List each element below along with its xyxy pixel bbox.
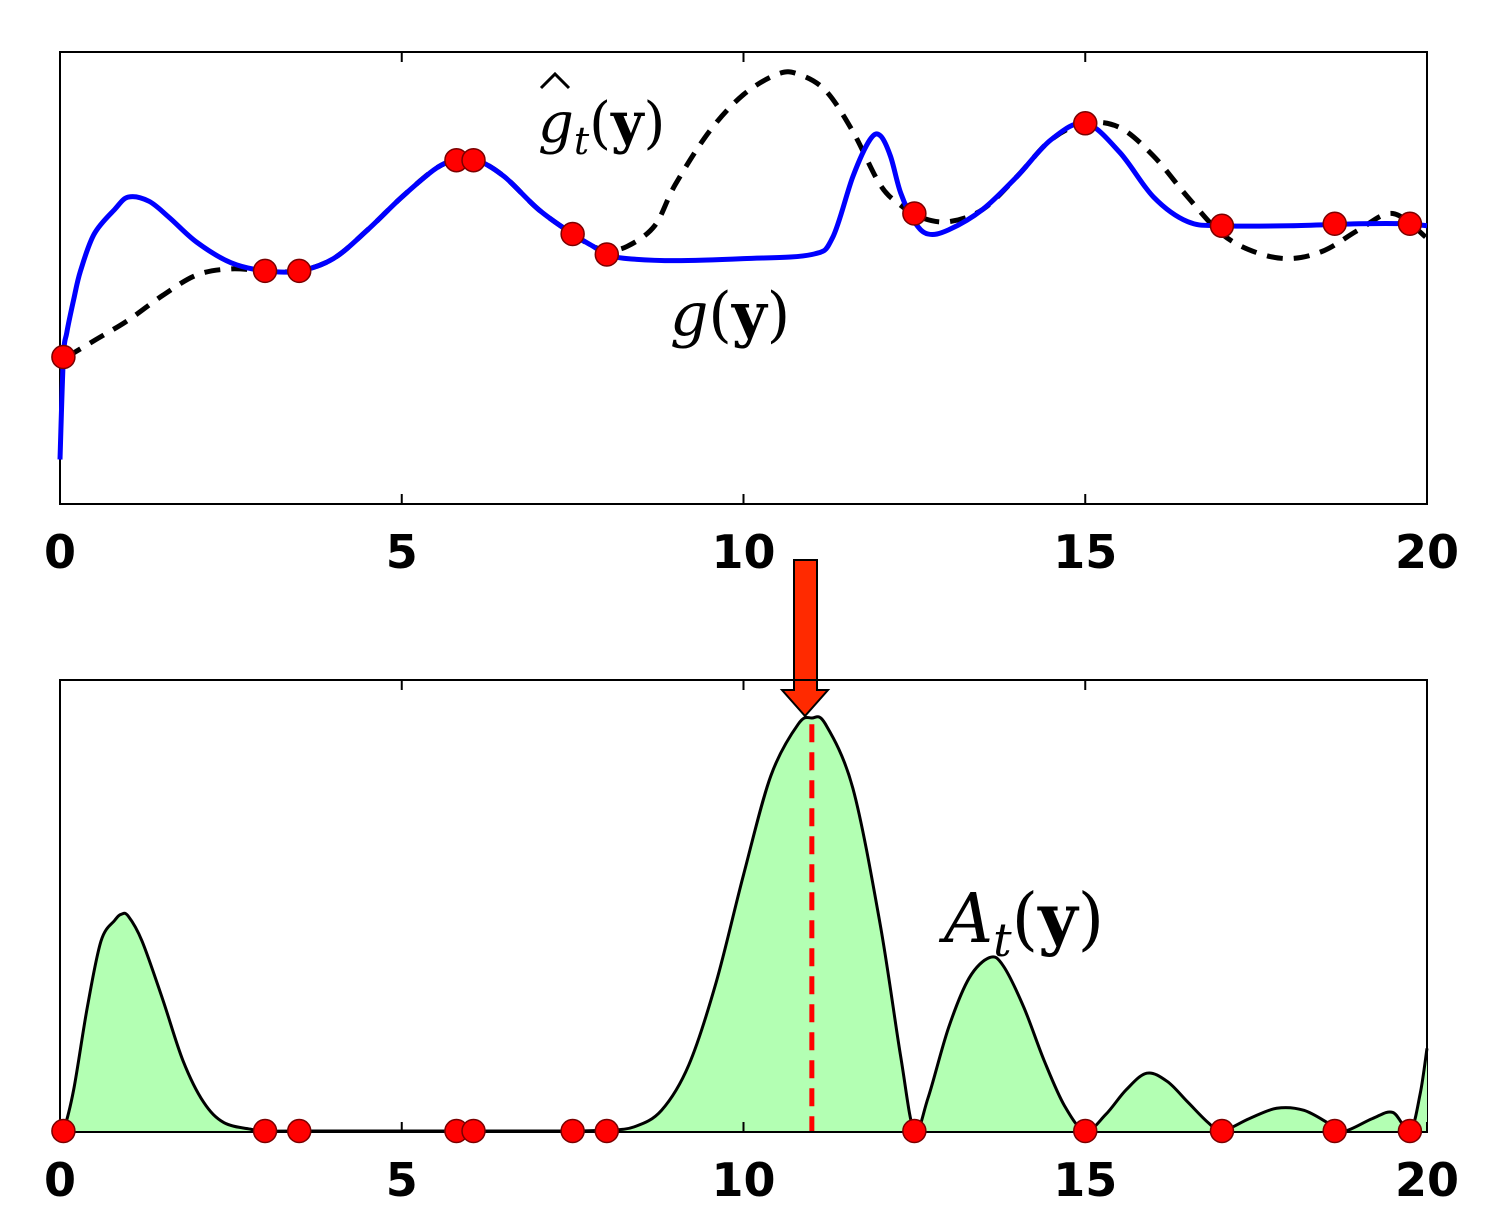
top-x-tick-label: 15 bbox=[1053, 525, 1117, 579]
observation-point bbox=[1073, 111, 1098, 136]
acquisition-label: At(y) bbox=[938, 879, 1104, 967]
bottom-x-tick-label: 10 bbox=[711, 1153, 775, 1207]
observation-point bbox=[902, 1118, 927, 1144]
top-x-tick-label: 5 bbox=[386, 525, 418, 579]
observation-point bbox=[1322, 1118, 1347, 1144]
g-hat-label: gt(y) bbox=[538, 90, 665, 163]
observation-point bbox=[1209, 213, 1235, 239]
observation-point bbox=[560, 221, 585, 247]
observation-point bbox=[286, 258, 312, 284]
observation-point bbox=[286, 1118, 312, 1144]
observation-point bbox=[1322, 211, 1347, 236]
top-x-tick-labels: 0 5 10 15 20 bbox=[44, 525, 1459, 579]
bottom-x-tick-label: 0 bbox=[44, 1153, 76, 1207]
observation-point bbox=[461, 147, 486, 173]
argmax-arrow-shape bbox=[779, 559, 831, 718]
bottom-panel: 0 5 10 15 20 At(y) bbox=[44, 679, 1459, 1207]
top-x-tick-label: 10 bbox=[711, 525, 775, 579]
bottom-series-group bbox=[58, 715, 1429, 1136]
acquisition-area-fill bbox=[60, 716, 1427, 1135]
bottom-x-tick-label: 5 bbox=[386, 1153, 418, 1207]
observation-point bbox=[51, 344, 76, 370]
top-x-ticks bbox=[59, 52, 1428, 504]
observation-point bbox=[560, 1118, 585, 1144]
g-hat-accent bbox=[539, 71, 571, 90]
observation-point bbox=[1397, 1118, 1423, 1144]
observation-point bbox=[461, 1118, 486, 1144]
bottom-x-tick-label: 15 bbox=[1053, 1153, 1117, 1207]
top-x-tick-label: 0 bbox=[44, 525, 76, 579]
observation-point bbox=[252, 258, 278, 284]
observation-point bbox=[1397, 211, 1423, 236]
observation-point bbox=[902, 201, 927, 226]
observation-point bbox=[594, 242, 620, 267]
g-label: g(y) bbox=[670, 280, 790, 350]
bottom-observation-points bbox=[51, 1118, 1423, 1144]
observation-point bbox=[1209, 1118, 1235, 1144]
observation-point bbox=[51, 1118, 76, 1144]
observation-point bbox=[594, 1118, 620, 1144]
observation-point bbox=[252, 1118, 278, 1144]
top-panel: 0 5 10 15 20 gt(y) g(y) bbox=[44, 51, 1459, 579]
argmax-arrow bbox=[779, 559, 831, 718]
bottom-x-tick-labels: 0 5 10 15 20 bbox=[44, 1153, 1459, 1207]
top-observation-points bbox=[51, 111, 1423, 370]
bottom-x-tick-label: 20 bbox=[1395, 1153, 1459, 1207]
observation-point bbox=[1073, 1118, 1098, 1144]
top-x-tick-label: 20 bbox=[1395, 525, 1459, 579]
